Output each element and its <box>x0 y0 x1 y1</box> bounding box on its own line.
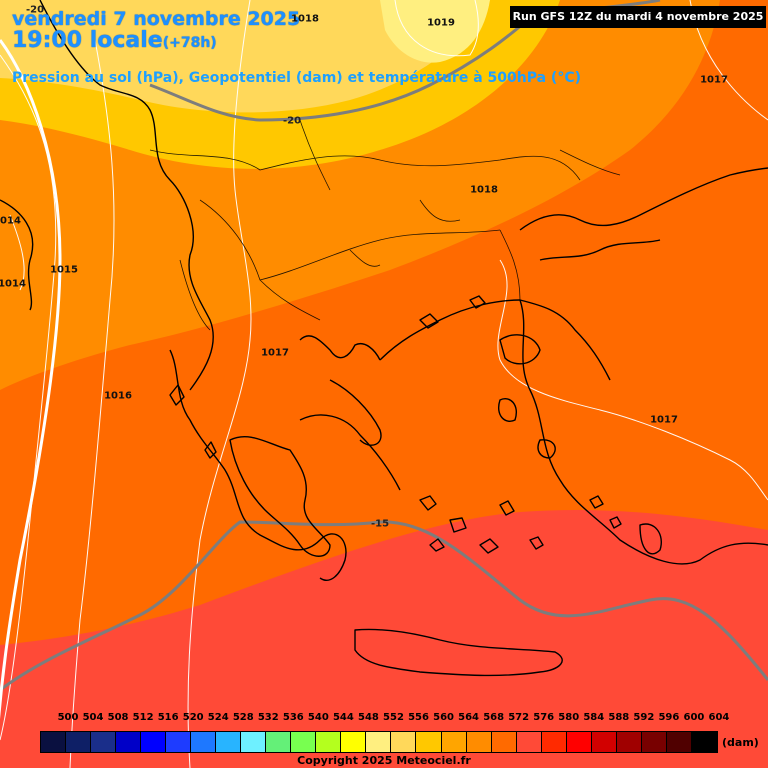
legend-unit: (dam) <box>722 736 759 749</box>
freezing-line <box>0 39 62 720</box>
legend-tick-label: 584 <box>583 712 605 723</box>
forecast-lead-time: (+78h) <box>162 35 217 51</box>
temperature-label: -15 <box>370 518 390 530</box>
pressure-label: 1015 <box>50 264 78 276</box>
coastlines <box>0 0 768 677</box>
legend-swatch <box>266 732 292 752</box>
pressure-label: 1016 <box>104 390 132 402</box>
legend-ticks: 500 504 508 512 516 520 524 528 532 536 540 544 548 5… <box>40 712 730 726</box>
legend-swatch <box>241 732 267 752</box>
legend-tick-label: 536 <box>282 712 304 723</box>
legend-tick-label: 500 <box>57 712 79 723</box>
legend-tick-label: 528 <box>232 712 254 723</box>
legend-swatch <box>416 732 442 752</box>
legend-swatch <box>441 732 467 752</box>
pressure-label: 1019 <box>427 17 455 29</box>
forecast-title: vendredi 7 novembre 2025 19:00 locale(+7… <box>12 8 300 54</box>
legend-swatch <box>191 732 217 752</box>
forecast-subtitle: Pression au sol (hPa), Geopotentiel (dam… <box>12 70 581 86</box>
legend-swatch <box>616 732 642 752</box>
pressure-label: 1017 <box>700 74 728 86</box>
legend-swatch <box>466 732 492 752</box>
legend-tick-label: 580 <box>558 712 580 723</box>
legend-swatch <box>341 732 367 752</box>
legend-swatch <box>641 732 667 752</box>
legend-tick-label: 568 <box>483 712 505 723</box>
forecast-time-value: 19:00 locale <box>12 28 163 53</box>
legend-tick-label: 520 <box>182 712 204 723</box>
legend-swatch <box>291 732 317 752</box>
legend-swatch <box>316 732 342 752</box>
pressure-label: 1017 <box>261 347 289 359</box>
legend-tick-label: 540 <box>307 712 329 723</box>
legend-swatch <box>691 732 717 752</box>
legend-swatch <box>216 732 242 752</box>
legend-swatch <box>666 732 692 752</box>
temperature-label: -20 <box>282 115 302 127</box>
legend-tick-label: 508 <box>107 712 129 723</box>
legend-tick-label: 552 <box>383 712 404 723</box>
legend-swatch <box>391 732 417 752</box>
legend-tick-label: 524 <box>207 712 229 723</box>
pressure-label: 1014 <box>0 278 26 290</box>
legend-tick-label: 516 <box>157 712 179 723</box>
legend-bar <box>40 731 718 753</box>
legend-swatch <box>516 732 542 752</box>
borders <box>149 119 621 331</box>
legend-swatch <box>66 732 92 752</box>
legend-tick-label: 592 <box>633 712 655 723</box>
pressure-label: 1014 <box>0 215 21 227</box>
legend-swatch <box>116 732 142 752</box>
run-info: Run GFS 12Z du mardi 4 novembre 2025 <box>510 6 766 28</box>
legend-swatch <box>91 732 117 752</box>
legend-tick-label: 564 <box>458 712 480 723</box>
legend-tick-label: 556 <box>408 712 429 723</box>
pressure-label: 1017 <box>650 414 678 426</box>
legend-tick-label: 512 <box>132 712 154 723</box>
temperature-label: -20 <box>25 4 45 16</box>
legend-tick-label: 548 <box>358 712 379 723</box>
legend-swatch <box>166 732 192 752</box>
legend-swatch <box>491 732 517 752</box>
legend-swatch <box>366 732 392 752</box>
legend-tick-label: 596 <box>658 712 680 723</box>
pressure-label: 1018 <box>470 184 498 196</box>
legend-swatch <box>141 732 167 752</box>
copyright: Copyright 2025 Meteociel.fr <box>297 754 471 767</box>
legend-tick-label: 544 <box>332 712 354 723</box>
legend-swatch <box>541 732 567 752</box>
forecast-date: vendredi 7 novembre 2025 <box>12 8 301 30</box>
pressure-label: 1018 <box>291 13 319 25</box>
legend-swatch <box>41 732 67 752</box>
legend-tick-label: 504 <box>82 712 104 723</box>
legend-tick-label: 604 <box>708 712 730 723</box>
band-556 <box>380 0 490 63</box>
legend-tick-label: 560 <box>433 712 454 723</box>
legend-swatch <box>591 732 617 752</box>
forecast-time: 19:00 locale(+78h) <box>12 30 300 54</box>
legend-tick-label: 600 <box>683 712 705 723</box>
legend-swatch <box>566 732 592 752</box>
band-560 <box>0 0 490 113</box>
legend-tick-label: 532 <box>257 712 279 723</box>
legend-tick-label: 588 <box>608 712 630 723</box>
legend-tick-label: 576 <box>533 712 555 723</box>
legend-tick-label: 572 <box>508 712 530 723</box>
